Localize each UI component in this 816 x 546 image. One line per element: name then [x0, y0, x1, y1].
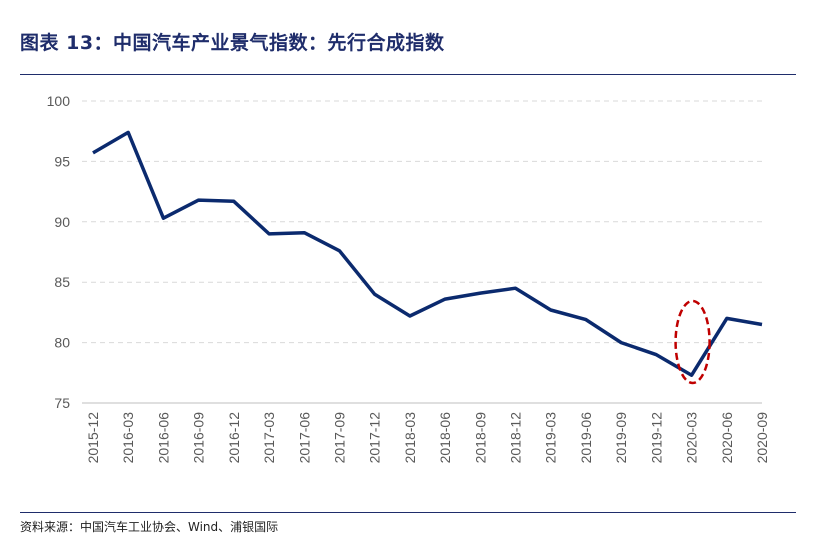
title-divider — [20, 74, 796, 75]
y-tick-label: 90 — [54, 214, 70, 230]
x-tick-label: 2017-12 — [367, 412, 383, 464]
x-tick-label: 2019-12 — [648, 412, 664, 464]
y-axis-ticks: 75 80 85 90 95 100 — [47, 93, 71, 411]
x-tick-label: 2017-09 — [331, 412, 347, 464]
x-tick-label: 2018-06 — [437, 412, 453, 464]
x-tick-label: 2020-06 — [719, 412, 735, 464]
x-tick-label: 2017-03 — [261, 412, 277, 464]
x-axis-ticks: 2015-12 2016-03 2016-06 2016-09 2016-12 2017-… — [85, 412, 770, 464]
x-tick-label: 2015-12 — [85, 412, 101, 464]
x-tick-label: 2016-09 — [191, 412, 207, 464]
source-divider — [20, 512, 796, 513]
y-tick-label: 95 — [54, 153, 70, 169]
x-tick-label: 2019-03 — [543, 412, 559, 464]
x-tick-label: 2018-12 — [508, 412, 524, 464]
x-tick-label: 2019-06 — [578, 412, 594, 464]
x-tick-label: 2016-03 — [120, 412, 136, 464]
x-tick-label: 2019-09 — [613, 412, 629, 464]
x-tick-label: 2018-03 — [402, 412, 418, 464]
x-tick-label: 2020-09 — [754, 412, 770, 464]
source-note: 资料来源：中国汽车工业协会、Wind、浦银国际 — [20, 520, 279, 534]
x-tick-label: 2016-06 — [155, 412, 171, 464]
y-tick-label: 80 — [54, 335, 70, 351]
grid-lines — [82, 100, 762, 344]
y-tick-label: 75 — [54, 395, 70, 411]
highlight-ellipse — [674, 299, 711, 385]
x-tick-label: 2018-09 — [472, 412, 488, 464]
chart-title: 图表 13：中国汽车产业景气指数：先行合成指数 — [20, 32, 445, 54]
x-tick-label: 2020-03 — [684, 412, 700, 464]
x-tick-label: 2017-06 — [296, 412, 312, 464]
y-tick-label: 100 — [47, 93, 71, 109]
x-tick-label: 2016-12 — [226, 412, 242, 464]
y-tick-label: 85 — [54, 274, 70, 290]
series-line — [92, 130, 763, 377]
